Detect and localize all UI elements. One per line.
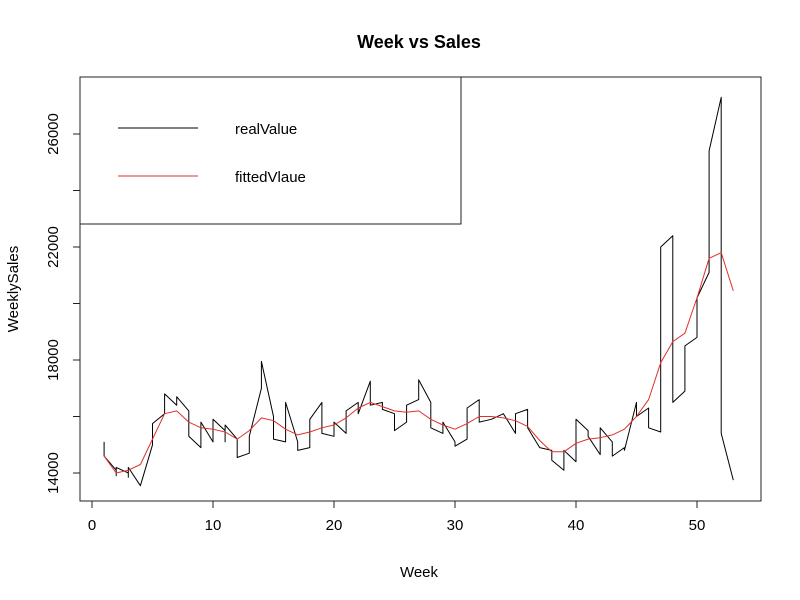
legend-box bbox=[79, 76, 462, 225]
x-axis-label: Week bbox=[400, 564, 439, 581]
y-axis: 14000 18000 22000 26000 bbox=[45, 113, 81, 494]
x-axis: 0 10 20 30 40 50 bbox=[88, 500, 706, 534]
chart-title: Week vs Sales bbox=[357, 32, 481, 52]
y-tick-label: 22000 bbox=[45, 226, 62, 268]
x-tick-label: 10 bbox=[205, 517, 222, 534]
x-tick-label: 0 bbox=[88, 517, 96, 534]
series-line-fitted-value bbox=[103, 252, 734, 474]
x-tick-label: 40 bbox=[568, 517, 585, 534]
x-tick-label: 50 bbox=[689, 517, 706, 534]
y-tick-label: 18000 bbox=[45, 339, 62, 381]
x-tick-label: 30 bbox=[447, 517, 464, 534]
y-tick-label: 14000 bbox=[45, 452, 62, 494]
legend: realValue fittedVlaue bbox=[79, 76, 462, 225]
y-axis-label: WeeklySales bbox=[5, 246, 22, 332]
legend-label-real-value: realValue bbox=[235, 121, 297, 138]
x-tick-label: 20 bbox=[326, 517, 343, 534]
legend-label-fitted-value: fittedVlaue bbox=[235, 169, 306, 186]
series-line-real-value bbox=[103, 96, 734, 487]
series-layer bbox=[103, 96, 734, 487]
y-tick-label: 26000 bbox=[45, 113, 62, 155]
